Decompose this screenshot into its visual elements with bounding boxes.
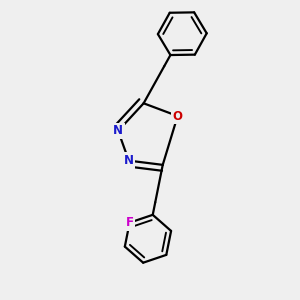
- Text: N: N: [124, 154, 134, 167]
- Text: F: F: [126, 216, 134, 229]
- Text: N: N: [113, 124, 123, 137]
- Text: O: O: [172, 110, 183, 122]
